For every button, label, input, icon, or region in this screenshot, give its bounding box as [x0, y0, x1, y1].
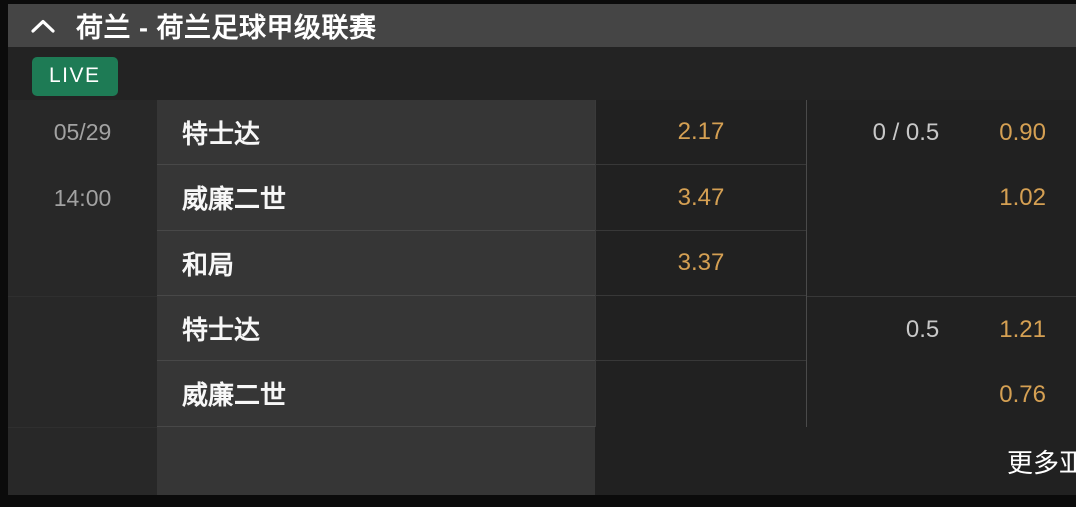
odds-home-win[interactable]: 2.17 [596, 100, 806, 165]
league-title: 荷兰 - 荷兰足球甲级联赛 [76, 13, 377, 43]
live-badge: LIVE [32, 57, 118, 96]
handicap-home-bet[interactable]: 0 / 0.5 0.90 [807, 100, 1076, 165]
handicap-market-1: 0 / 0.5 0.90 1.02 [807, 100, 1076, 297]
selection-draw[interactable]: 和局 [157, 231, 595, 296]
odds-draw[interactable]: 3.37 [596, 231, 806, 296]
selection-home[interactable]: 特士达 [157, 100, 595, 165]
league-header[interactable]: 荷兰 - 荷兰足球甲级联赛 [8, 4, 1076, 47]
odds-away-win[interactable]: 3.47 [596, 165, 806, 231]
match-date: 05/29 [53, 119, 112, 145]
selection-away-handicap[interactable]: 威廉二世 [157, 361, 595, 427]
section-divider [8, 296, 157, 297]
match-datetime-column: 05/29 14:00 [8, 100, 157, 495]
handicap-empty-row [807, 231, 1076, 296]
live-row: LIVE [8, 47, 1076, 100]
selection-home-handicap[interactable]: 特士达 [157, 296, 595, 361]
win-odds-column: 2.17 3.47 3.37 [595, 100, 806, 427]
selection-away[interactable]: 威廉二世 [157, 165, 595, 231]
section-divider [8, 427, 157, 428]
selection-empty-cell [157, 427, 595, 495]
handicap-odds: 1.21 [999, 315, 1046, 343]
more-asian-handicap-label: 更多亚 [1006, 447, 1076, 478]
handicap-odds: 1.02 [999, 184, 1046, 211]
handicap-line: 0.5 [905, 315, 940, 343]
handicap-odds-column: 0 / 0.5 0.90 1.02 0.5 1.21 0.76 [806, 100, 1076, 429]
more-asian-handicap-button[interactable]: 更多亚 [595, 427, 1076, 495]
odds-empty-cell [596, 296, 806, 361]
match-time: 14:00 [53, 184, 112, 211]
handicap-line: 0 / 0.5 [872, 118, 940, 146]
handicap-away-bet[interactable]: 1.02 [807, 165, 1076, 231]
handicap-home-bet[interactable]: 0.5 1.21 [807, 297, 1076, 362]
chevron-up-icon [31, 19, 55, 33]
odds-empty-cell [596, 361, 806, 427]
handicap-market-2: 0.5 1.21 0.76 [807, 297, 1076, 429]
league-panel: 荷兰 - 荷兰足球甲级联赛 LIVE 05/29 14:00 特士达 威廉二世 … [8, 4, 1076, 495]
selection-name-column: 特士达 威廉二世 和局 特士达 威廉二世 [157, 100, 595, 495]
handicap-odds: 0.90 [999, 118, 1046, 146]
handicap-odds: 0.76 [999, 381, 1046, 408]
handicap-away-bet[interactable]: 0.76 [807, 362, 1076, 428]
